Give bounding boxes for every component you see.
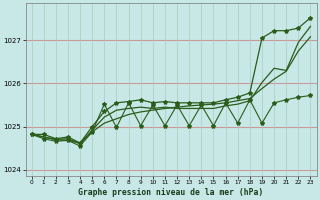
X-axis label: Graphe pression niveau de la mer (hPa): Graphe pression niveau de la mer (hPa) (78, 188, 264, 197)
